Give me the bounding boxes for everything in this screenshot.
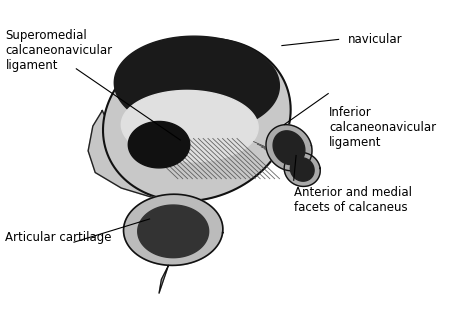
Polygon shape <box>128 121 190 168</box>
Polygon shape <box>291 158 314 181</box>
Text: navicular: navicular <box>348 33 403 46</box>
Polygon shape <box>138 205 209 258</box>
Text: Anterior and medial
facets of calcaneus: Anterior and medial facets of calcaneus <box>294 187 412 215</box>
Polygon shape <box>284 152 320 186</box>
Polygon shape <box>114 36 279 132</box>
Polygon shape <box>124 194 223 265</box>
Polygon shape <box>103 39 291 201</box>
Polygon shape <box>88 111 218 197</box>
Polygon shape <box>121 91 258 162</box>
Polygon shape <box>273 131 305 165</box>
Text: Articular cartilage: Articular cartilage <box>5 231 112 244</box>
Polygon shape <box>266 125 312 171</box>
Polygon shape <box>159 265 168 293</box>
Text: Superomedial
calcaneonavicular
ligament: Superomedial calcaneonavicular ligament <box>5 29 112 72</box>
Text: Inferior
calcaneonavicular
ligament: Inferior calcaneonavicular ligament <box>329 106 436 149</box>
